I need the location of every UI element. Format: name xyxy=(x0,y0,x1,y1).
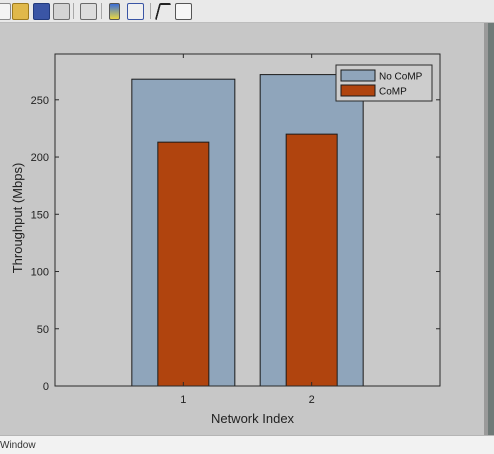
print-icon[interactable] xyxy=(53,3,70,20)
toolbar-separator xyxy=(101,3,102,19)
y-tick-label: 0 xyxy=(43,381,49,393)
y-tick-label: 100 xyxy=(31,267,49,279)
status-bar: Window xyxy=(0,435,494,454)
legend-swatch xyxy=(340,84,376,97)
insert-legend-icon[interactable] xyxy=(127,3,144,20)
save-icon[interactable] xyxy=(33,3,50,20)
y-tick-label: 150 xyxy=(31,209,49,221)
pointer-icon[interactable] xyxy=(154,3,172,20)
figure-toolbar xyxy=(0,0,494,23)
legend-swatch xyxy=(340,69,376,82)
print-preview-icon[interactable] xyxy=(80,3,97,20)
y-axis-label: Throughput (Mbps) xyxy=(10,163,25,274)
axes-box xyxy=(54,53,441,387)
bar-comp xyxy=(285,133,338,387)
plot-area xyxy=(55,54,440,386)
open-folder-icon[interactable] xyxy=(12,3,29,20)
x-tick-label: 2 xyxy=(309,394,315,406)
insert-colorbar-icon[interactable] xyxy=(109,3,120,20)
legend-entry: No CoMP xyxy=(379,72,423,83)
x-axis-label: Network Index xyxy=(211,411,295,426)
window-edge xyxy=(488,23,494,435)
y-tick-label: 250 xyxy=(31,95,49,107)
x-tick-label: 1 xyxy=(180,394,186,406)
bar-comp xyxy=(157,141,210,387)
status-text: Window xyxy=(0,440,36,451)
toolbar-separator xyxy=(73,3,74,19)
toolbar-separator xyxy=(150,3,151,19)
new-file-icon[interactable] xyxy=(0,3,11,20)
property-editor-icon[interactable] xyxy=(175,3,192,20)
figure-canvas: 0 50 100 150 200 250 1 2 Network Index Throughput… xyxy=(0,23,488,435)
y-tick-label: 50 xyxy=(37,324,49,336)
legend-entry: CoMP xyxy=(379,87,407,98)
y-tick-label: 200 xyxy=(31,152,49,164)
bar-chart: 0 50 100 150 200 250 1 2 Network Index Throughput… xyxy=(10,53,441,426)
